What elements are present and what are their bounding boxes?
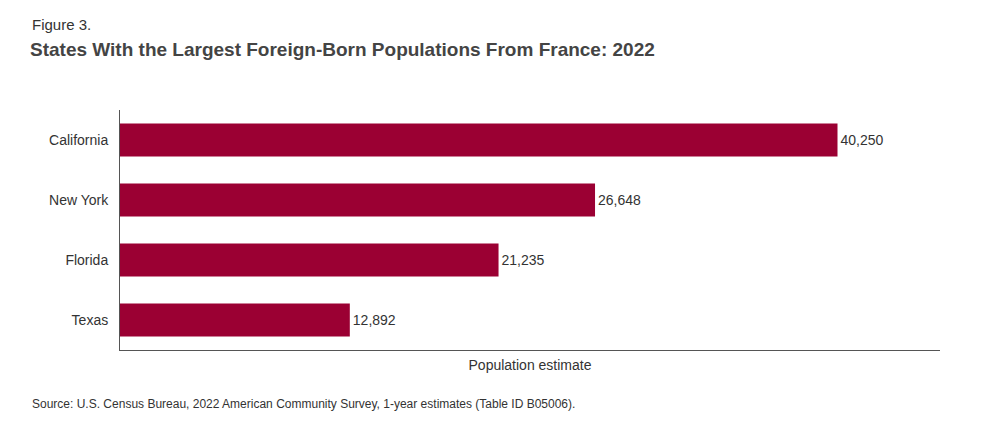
svg-text:21,235: 21,235 — [502, 252, 545, 268]
svg-text:Population estimate: Population estimate — [469, 357, 592, 373]
svg-text:40,250: 40,250 — [841, 132, 884, 148]
svg-text:12,892: 12,892 — [353, 312, 396, 328]
svg-text:Figure 3.: Figure 3. — [32, 16, 91, 33]
svg-text:Florida: Florida — [65, 252, 108, 268]
svg-text:California: California — [49, 132, 108, 148]
svg-text:New York: New York — [49, 192, 109, 208]
svg-text:Source: U.S. Census Bureau, 20: Source: U.S. Census Bureau, 2022 America… — [32, 397, 575, 411]
svg-text:Texas: Texas — [72, 312, 109, 328]
svg-text:States With the Largest Foreig: States With the Largest Foreign-Born Pop… — [30, 39, 655, 60]
svg-text:26,648: 26,648 — [598, 192, 641, 208]
